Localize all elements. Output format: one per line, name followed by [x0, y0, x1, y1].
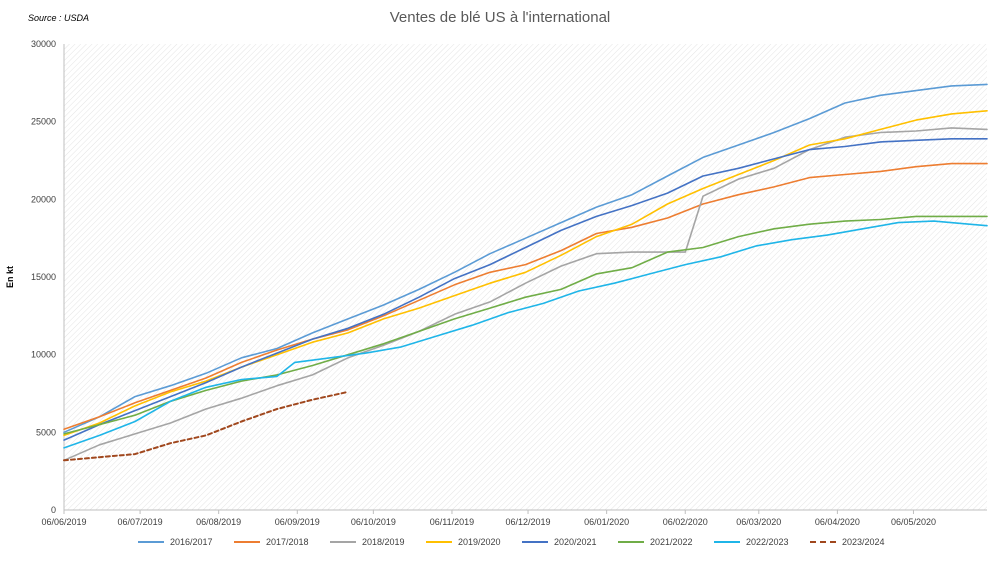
- series-layer: [63, 83, 988, 462]
- series-line-2016-2017: [63, 83, 988, 434]
- y-tick-label: 15000: [31, 272, 56, 282]
- series-line-2023-2024: [63, 390, 349, 462]
- legend-label: 2023/2024: [842, 537, 885, 547]
- y-tick-label: 25000: [31, 117, 56, 127]
- legend-label: 2018/2019: [362, 537, 405, 547]
- x-tick-label: 06/04/2020: [815, 517, 860, 527]
- y-tick-label: 0: [51, 505, 56, 515]
- y-tick-label: 10000: [31, 350, 56, 360]
- legend-swatch: [714, 541, 740, 543]
- legend-swatch: [234, 541, 260, 543]
- x-tick-label: 06/07/2019: [118, 517, 163, 527]
- legend-item: 2020/2021: [522, 537, 597, 547]
- series-line-2019-2020: [63, 110, 988, 437]
- x-tick-label: 06/02/2020: [663, 517, 708, 527]
- legend-swatch: [618, 541, 644, 543]
- legend-label: 2022/2023: [746, 537, 789, 547]
- x-tick-label: 06/09/2019: [275, 517, 320, 527]
- series-line-2020-2021: [63, 138, 988, 441]
- legend-swatch: [138, 541, 164, 543]
- x-tick-label: 06/01/2020: [584, 517, 629, 527]
- x-tick-label: 06/10/2019: [351, 517, 396, 527]
- x-tick-label: 06/05/2020: [891, 517, 936, 527]
- legend-label: 2021/2022: [650, 537, 693, 547]
- series-line-2021-2022: [63, 215, 988, 435]
- x-tick-label: 06/06/2019: [41, 517, 86, 527]
- legend-item: 2018/2019: [330, 537, 405, 547]
- series-line-2022-2023: [63, 220, 988, 449]
- plot-area: [64, 44, 987, 510]
- legend-item: 2021/2022: [618, 537, 693, 547]
- legend-item: 2019/2020: [426, 537, 501, 547]
- legend-item: 2022/2023: [714, 537, 789, 547]
- legend-item: 2023/2024: [810, 537, 885, 547]
- legend-label: 2019/2020: [458, 537, 501, 547]
- series-line-2018-2019: [63, 127, 988, 462]
- axes: 0 5000 10000 15000 20000 25000 30000 06/06/2019…: [31, 39, 987, 527]
- series-line-2017-2018: [63, 162, 988, 431]
- y-tick-label: 30000: [31, 39, 56, 49]
- legend-item: 2017/2018: [234, 537, 309, 547]
- x-tick-label: 06/12/2019: [506, 517, 551, 527]
- source-note: Source : USDA: [28, 13, 90, 23]
- legend-swatch: [522, 541, 548, 543]
- legend-label: 2020/2021: [554, 537, 597, 547]
- legend-item: 2016/2017: [138, 537, 213, 547]
- legend-swatch: [330, 541, 356, 543]
- legend-label: 2017/2018: [266, 537, 309, 547]
- legend-label: 2016/2017: [170, 537, 213, 547]
- x-tick-label: 06/08/2019: [196, 517, 241, 527]
- legend-swatch: [810, 541, 836, 543]
- legend-swatch: [426, 541, 452, 543]
- x-tick-label: 06/11/2019: [430, 517, 474, 527]
- chart-title: Ventes de blé US à l'international: [389, 9, 611, 26]
- x-tick-label: 06/03/2020: [736, 517, 781, 527]
- legend: 2016/2017 2017/2018 2018/2019 2019/2020 2020…: [0, 537, 1000, 553]
- y-tick-label: 5000: [36, 427, 56, 437]
- y-tick-label: 20000: [31, 194, 56, 204]
